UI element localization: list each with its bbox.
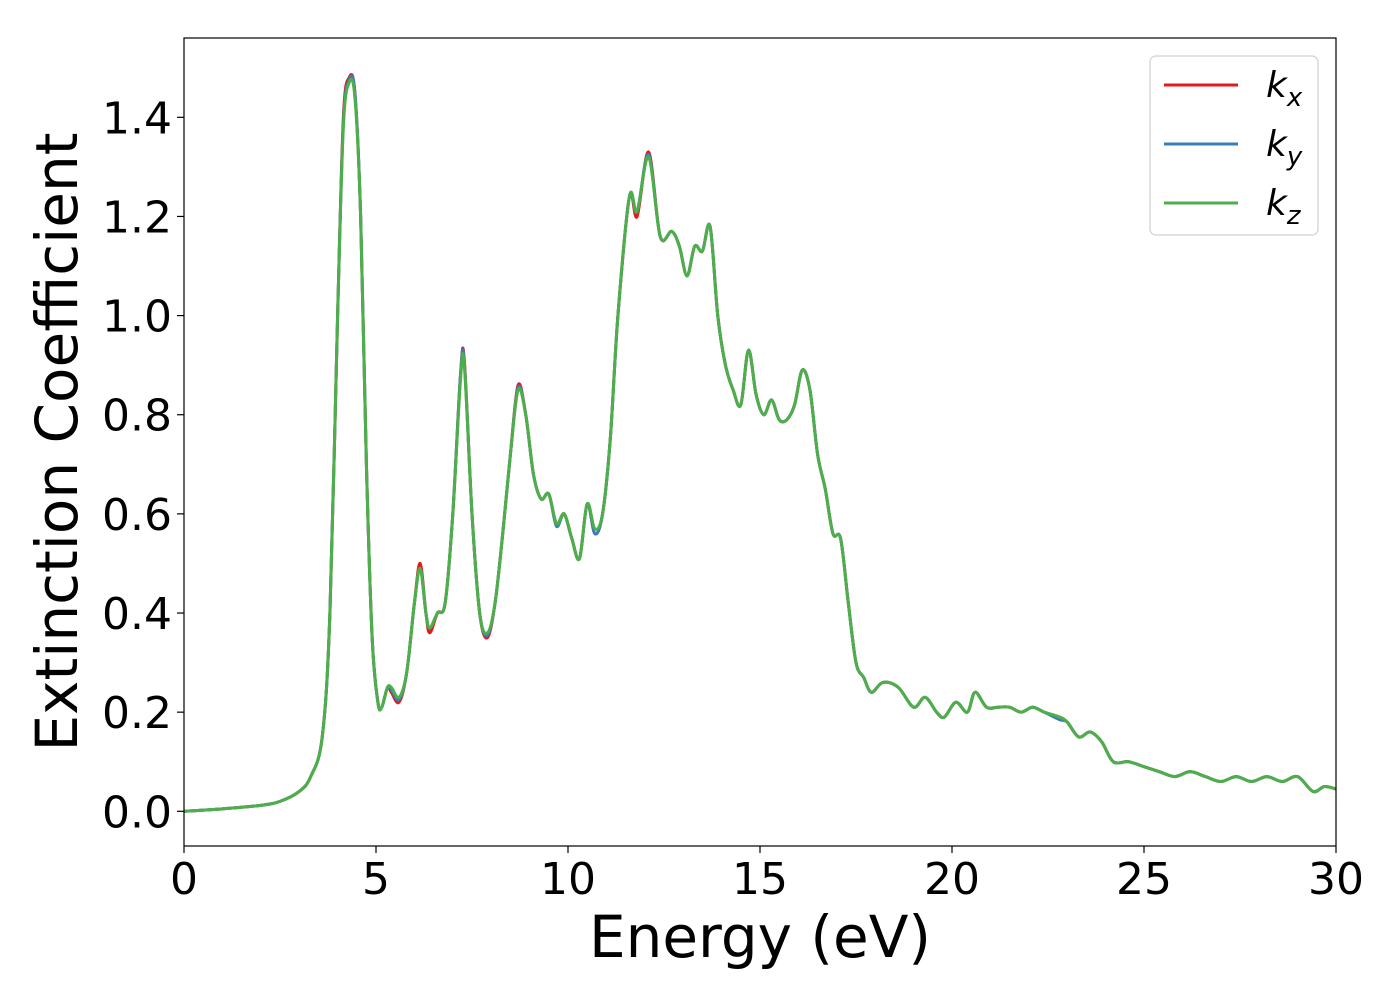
y-tick-label: 1.4 [102,93,172,144]
x-tick-label: 25 [1116,854,1172,905]
series-layer [184,72,1336,813]
x-tick-label: 10 [540,854,596,905]
y-tick-label: 0.4 [102,589,172,640]
x-axis-label: Energy (eV) [589,903,931,971]
y-tick-label: 1.2 [102,192,172,243]
legend-label-subscript: z [1286,201,1302,231]
x-tick-label: 30 [1308,854,1364,905]
legend-label-subscript: x [1286,83,1303,113]
y-tick-label: 0.2 [102,688,172,739]
y-tick-label: 0.6 [102,490,172,541]
x-tick-label: 5 [362,854,390,905]
x-tick-label: 20 [924,854,980,905]
legend-label-subscript: y [1286,142,1303,172]
y-axis-label: Extinction Coefficient [23,133,91,752]
x-axis: 0 5 10 15 20 25 30 [170,846,1364,905]
series-line-z [184,77,1336,813]
x-tick-label: 0 [170,854,198,905]
y-axis: 0.0 0.2 0.4 0.6 0.8 1.0 1.2 1.4 [102,93,184,838]
y-tick-label: 0.8 [102,391,172,442]
y-tick-label: 0.0 [102,787,172,838]
x-tick-label: 15 [732,854,788,905]
y-tick-label: 1.0 [102,292,172,343]
